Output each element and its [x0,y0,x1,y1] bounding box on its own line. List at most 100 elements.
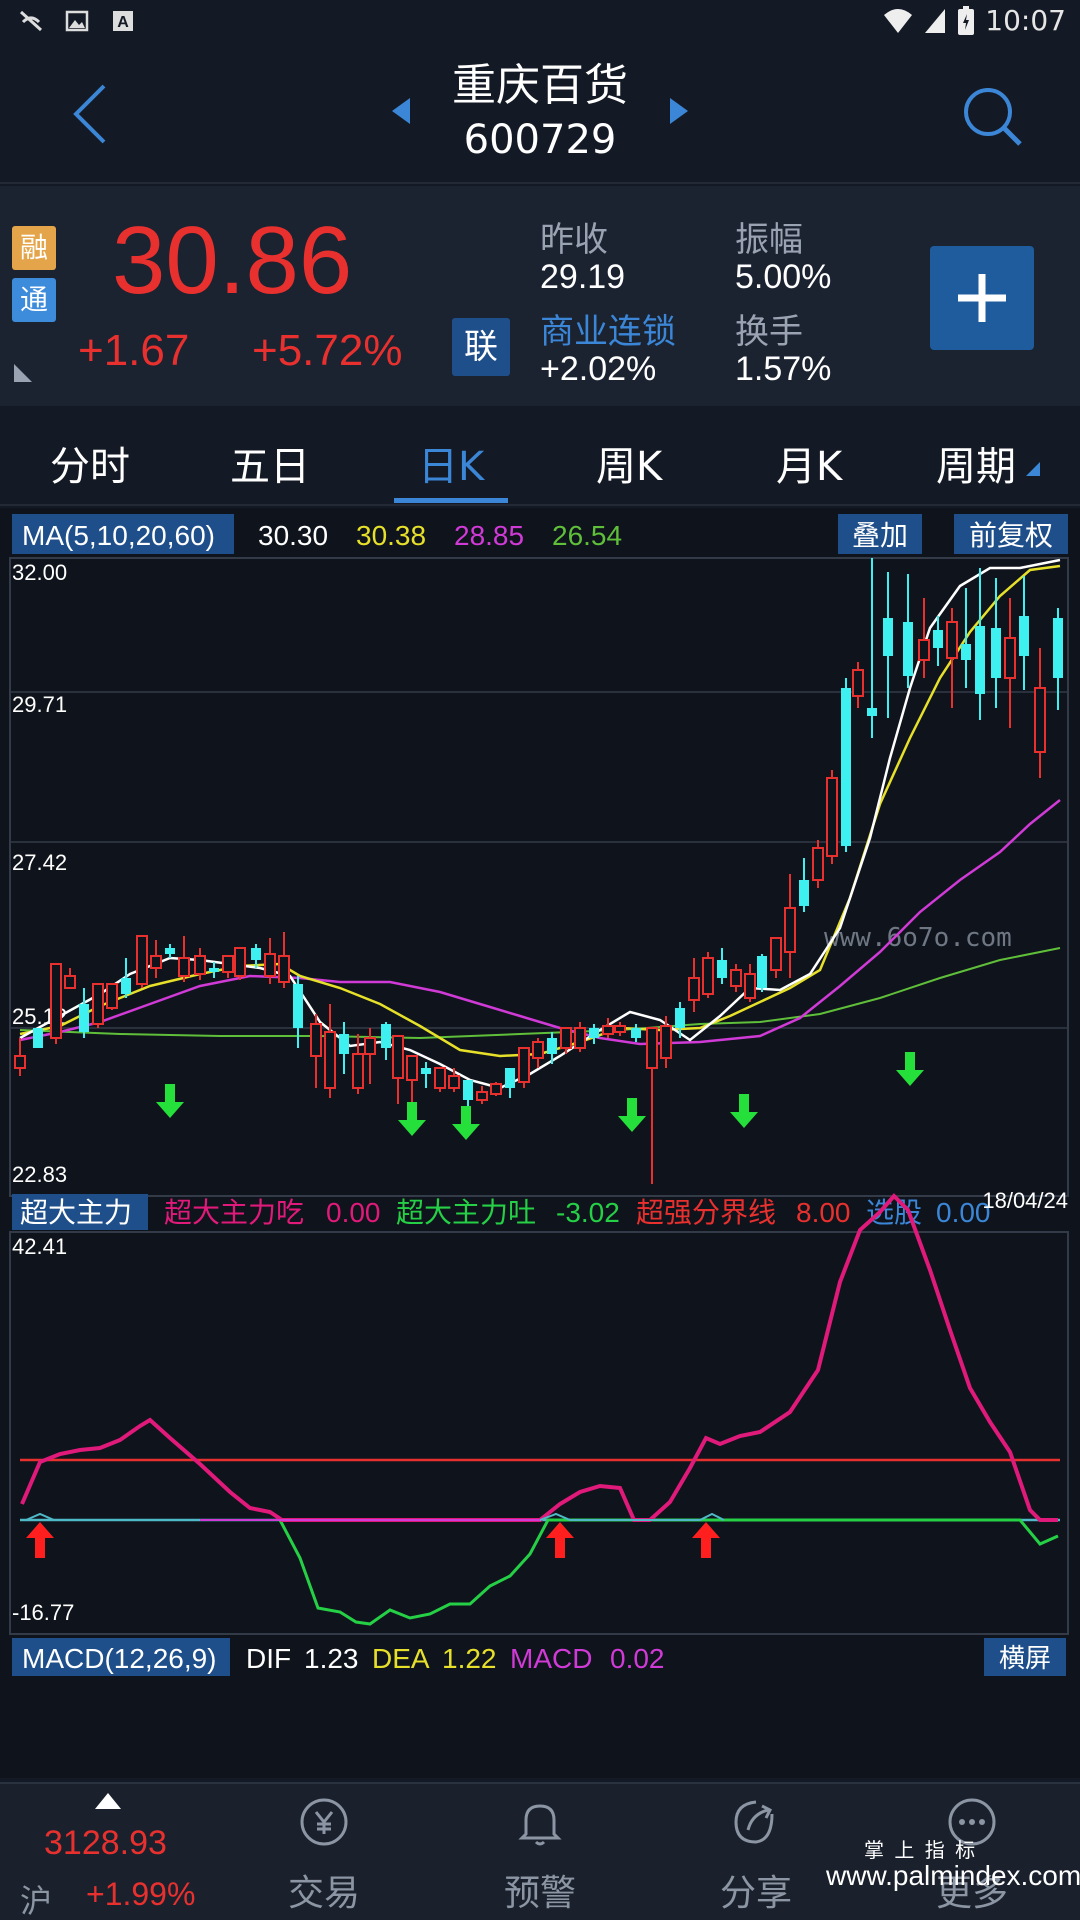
overlay-button-label: 叠加 [852,519,908,552]
amplitude-label: 振幅 [735,220,803,260]
prev-close-label: 昨收 [540,220,608,260]
candle-body [560,1027,572,1049]
linked-button[interactable]: 联 [452,318,510,376]
candle-body [50,963,62,1039]
tab-period[interactable]: 周期 [936,444,1016,490]
candle-body [209,968,219,972]
stock-name: 重庆百货 [452,60,628,111]
candle-body [421,1068,431,1074]
nav-share[interactable]: 分享 [686,1794,826,1916]
candle-body [251,948,261,960]
market-index[interactable]: 3128.93 沪 +1.99% [20,1784,210,1920]
candle-body [92,983,104,1025]
index-pct: +1.99% [86,1876,196,1912]
candle-body [150,955,162,969]
footer-watermark-cn: 掌 上 指 标 [864,1838,978,1862]
dif-value: 1.23 [304,1643,359,1674]
next-stock-icon[interactable] [668,96,690,126]
prev-stock-icon[interactable] [390,96,412,126]
tab-five-day[interactable]: 五日 [230,444,310,490]
trade-icon [300,1798,348,1846]
nav-alert[interactable]: 预警 [470,1794,610,1916]
candle-body [702,957,714,995]
macd-label: MACD(12,26,9) [22,1643,217,1674]
candle-body [33,1028,43,1048]
index-value: 3128.93 [44,1824,167,1862]
candle-body [392,1035,404,1079]
indicator-label-box[interactable] [12,1194,148,1230]
candle-body [381,1024,391,1048]
candlesticks [14,558,1063,1184]
current-price: 30.86 [112,207,353,314]
candle-body [852,669,864,697]
sector-pct: +2.02% [540,350,657,388]
candle-body [194,955,206,975]
ma60-line [19,947,1061,1040]
landscape-button[interactable] [984,1638,1066,1676]
candle-body [324,1031,336,1089]
candle-body [799,880,809,906]
candle-body [234,947,246,977]
candle-body [106,983,118,1009]
indicator-y-top: 42.41 [12,1234,67,1259]
stock-title: 重庆百货 600729 [380,58,700,166]
period-dropdown-icon [1026,462,1040,476]
candle-body [688,977,700,1001]
ma-label: MA(5,10,20,60) [22,520,215,551]
ma-label-box[interactable] [12,514,234,554]
turnover-value: 1.57% [735,350,832,388]
candle-body [463,1080,473,1100]
candle-body [841,688,851,846]
tab-daily-k[interactable]: 日K [418,444,485,490]
image-icon [65,10,89,32]
wifi-icon [884,8,913,33]
search-icon[interactable] [960,84,1024,148]
tab-weekly-k[interactable]: 周K [596,444,663,490]
ma60-value: 26.54 [552,520,622,551]
ma5-value: 30.30 [258,520,328,551]
candle-body [646,1027,658,1069]
share-icon [734,1800,774,1844]
candle-body [293,984,303,1028]
candle-body [64,975,76,989]
adjust-button[interactable] [954,514,1068,554]
sector-label[interactable]: 商业连锁 [540,312,676,352]
candle-body [310,1023,322,1057]
sell-arrow-icon [156,1084,184,1118]
macd-label-box[interactable] [12,1638,230,1676]
dif-label: DIF [246,1643,291,1674]
y-axis-label: 32.00 [12,560,67,585]
candle-body [675,1008,685,1028]
back-icon[interactable] [70,82,110,146]
nav-trade[interactable]: 交易 [254,1794,394,1916]
sell-arrow-icon [618,1098,646,1132]
signal-arrows [26,1052,924,1558]
tab-intraday[interactable]: 分时 [50,444,130,490]
candle-body [505,1068,515,1088]
corner-indicator-icon [14,364,32,382]
candle-body [757,956,767,988]
candle-body [178,957,190,977]
sell-arrow-icon [730,1094,758,1128]
index-up-icon [95,1793,121,1809]
overlay-button[interactable] [838,514,922,554]
candle-body [264,953,276,977]
ma20-value: 28.85 [454,520,524,551]
indicator-label: 超大主力 [20,1196,132,1229]
candle-body [448,1075,460,1089]
ma5-line [19,558,1061,1090]
candle-body [589,1028,599,1038]
indicator-s3-label: 超强分界线 [636,1196,776,1229]
nav-more[interactable]: 更多 [902,1794,1042,1916]
candle-body [434,1067,446,1089]
tab-monthly-k[interactable]: 月K [776,444,843,490]
sell-arrow-icon [452,1106,480,1140]
active-tab-indicator [394,498,508,503]
indicator-s2-value: -3.02 [556,1197,620,1228]
y-axis-label: 29.71 [12,692,67,717]
add-watchlist-button[interactable] [930,246,1034,350]
candle-body [991,628,1001,678]
kline-chart[interactable]: MA(5,10,20,60) 30.30 30.38 28.85 26.54 叠… [0,508,1080,1778]
candle-body [518,1047,530,1083]
battery-icon [958,5,975,35]
